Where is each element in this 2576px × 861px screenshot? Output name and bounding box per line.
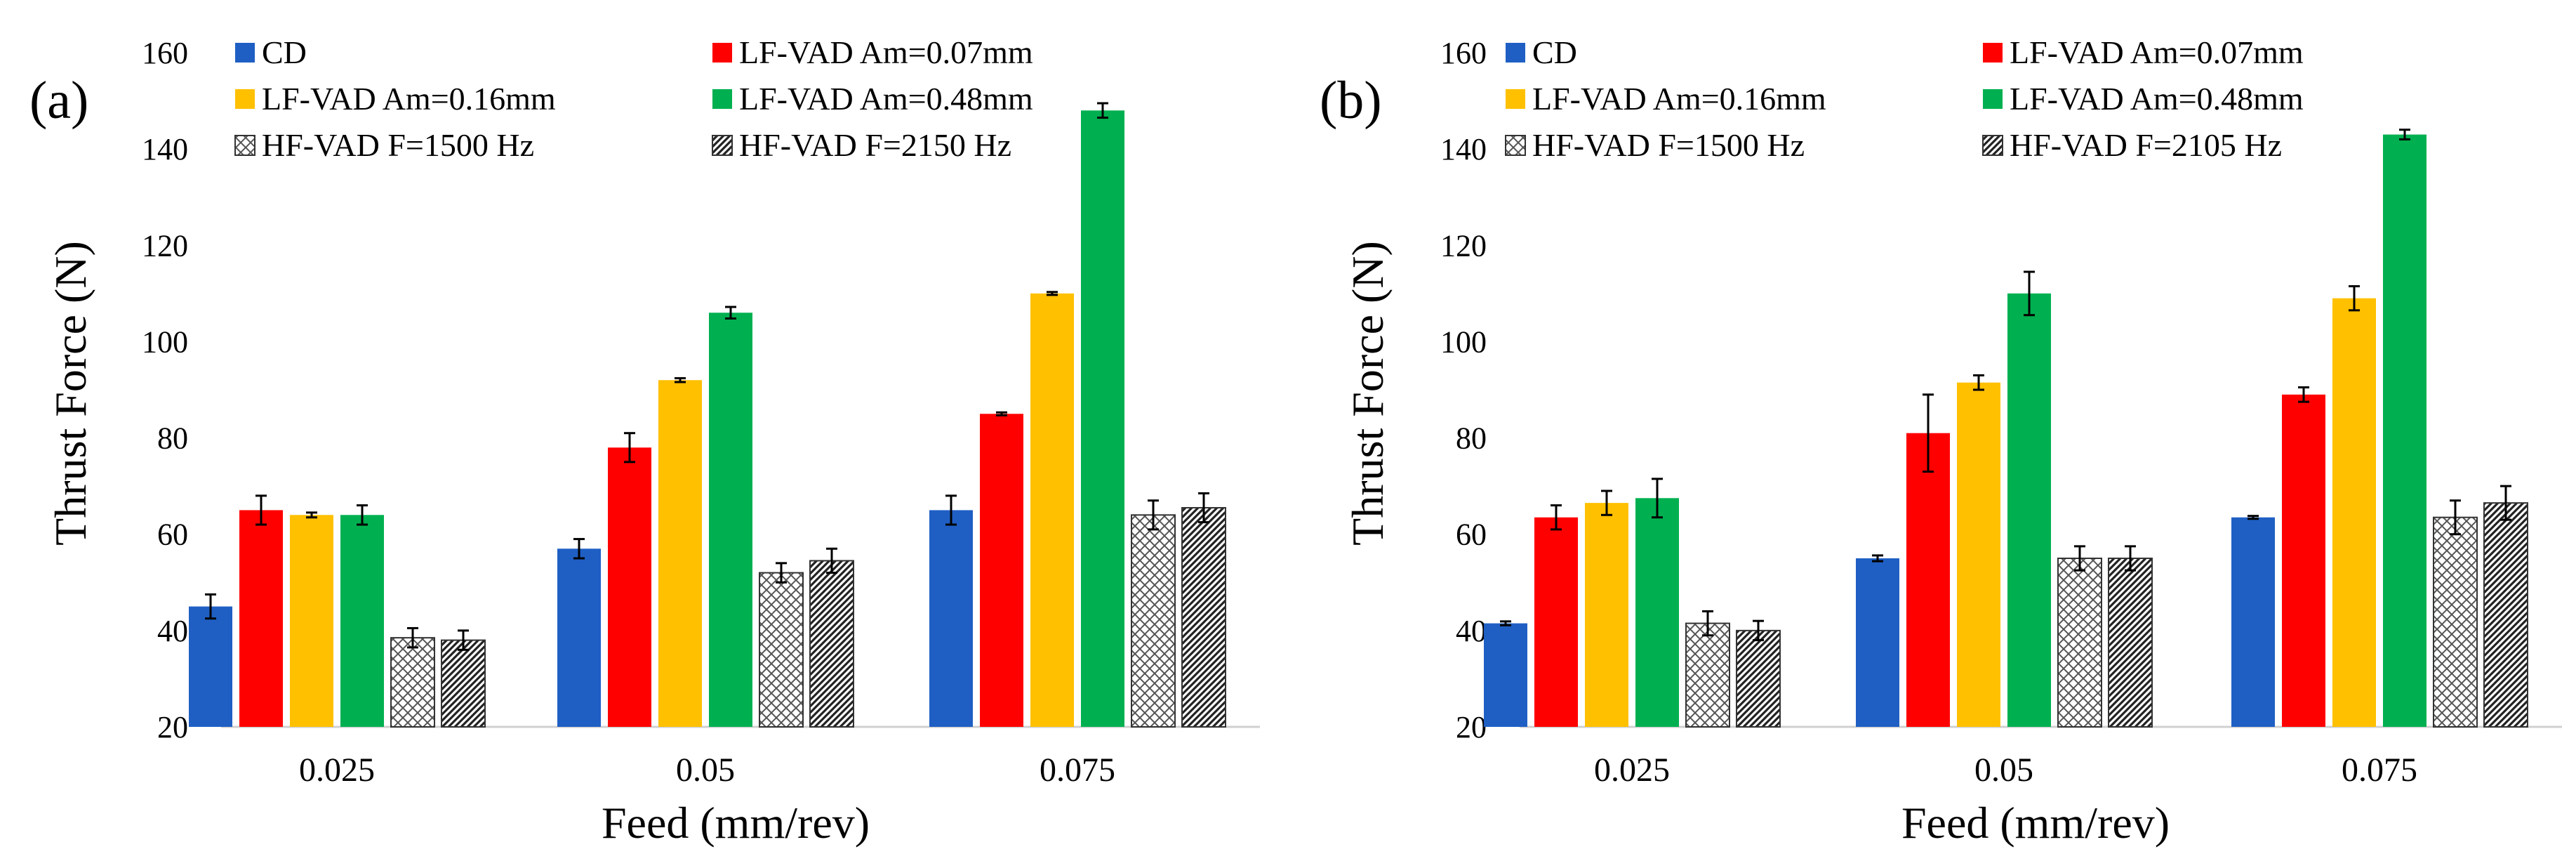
bar <box>239 510 283 727</box>
legend-swatch <box>235 43 255 63</box>
bar <box>608 447 651 727</box>
legend-label: LF-VAD Am=0.16mm <box>1532 81 1826 117</box>
bar <box>759 572 804 728</box>
legend-label: HF-VAD F=2105 Hz <box>2010 127 2282 163</box>
x-axis-title: Feed (mm/rev) <box>1901 798 2170 848</box>
bar <box>809 560 854 728</box>
bar <box>1131 514 1176 728</box>
x-category-label: 0.075 <box>2342 751 2417 789</box>
legend-swatch <box>712 135 733 156</box>
y-tick-label: 60 <box>157 518 188 552</box>
y-tick-label: 100 <box>1440 324 1487 359</box>
bar <box>2383 134 2426 728</box>
y-tick-label: 20 <box>1456 710 1487 744</box>
legend-label: LF-VAD Am=0.48mm <box>2010 81 2304 117</box>
y-tick-label: 160 <box>142 36 188 70</box>
legend-label: LF-VAD Am=0.07mm <box>739 34 1033 70</box>
panel-label: (a) <box>29 71 88 130</box>
bar <box>290 515 333 727</box>
y-tick-label: 100 <box>142 324 188 359</box>
legend-label: HF-VAD F=1500 Hz <box>1532 127 1805 163</box>
legend-swatch <box>1505 135 1526 156</box>
bar <box>658 380 702 727</box>
bar <box>441 639 486 728</box>
bar <box>1685 622 1730 728</box>
legend-swatch <box>712 89 732 109</box>
bar <box>340 515 384 727</box>
legend-swatch <box>712 43 732 63</box>
legend-swatch <box>235 89 255 109</box>
x-category-label: 0.05 <box>1974 751 2033 789</box>
bar <box>1534 517 1578 727</box>
bar <box>2282 394 2325 727</box>
legend-label: HF-VAD F=2150 Hz <box>739 127 1011 163</box>
y-axis-title: Thrust Force (N) <box>46 241 95 546</box>
bar <box>2007 293 2051 727</box>
bar <box>929 510 973 727</box>
legend-label: CD <box>1532 34 1577 70</box>
panel-label: (b) <box>1320 71 1382 130</box>
bar <box>2332 298 2376 727</box>
legend-label: HF-VAD F=1500 Hz <box>262 127 534 163</box>
bar <box>709 313 752 727</box>
y-tick-label: 20 <box>157 710 188 744</box>
legend-label: LF-VAD Am=0.48mm <box>739 81 1033 117</box>
bar <box>1030 293 1074 727</box>
y-tick-label: 40 <box>157 614 188 648</box>
chart-panel-a: (a) Thrust Force (N) Feed (mm/rev) 20 40 60 80… <box>29 34 1260 848</box>
legend-label: LF-VAD Am=0.16mm <box>262 81 556 117</box>
bar <box>557 548 601 727</box>
bar <box>2433 516 2478 728</box>
bar <box>1181 507 1226 728</box>
x-category-label: 0.025 <box>1594 751 1670 789</box>
legend-swatch <box>1506 43 1525 63</box>
bar <box>2108 558 2153 728</box>
legend-swatch <box>1982 135 2003 156</box>
legend-swatch <box>234 135 255 156</box>
y-tick-label: 120 <box>1440 228 1487 263</box>
x-category-label: 0.05 <box>676 751 735 789</box>
y-tick-label: 80 <box>1456 421 1487 456</box>
x-axis-title: Feed (mm/rev) <box>602 798 870 848</box>
legend-swatch <box>1983 89 2003 109</box>
legend-label: LF-VAD Am=0.07mm <box>2010 34 2304 70</box>
x-category-label: 0.025 <box>299 751 375 789</box>
bar <box>2231 517 2275 727</box>
bar <box>1736 629 1781 728</box>
chart-panel-b: (b) Thrust Force (N) Feed (mm/rev) 20 40 60 80… <box>1320 34 2562 848</box>
y-tick-label: 140 <box>1440 132 1487 166</box>
legend-swatch <box>1983 43 2003 63</box>
y-tick-label: 120 <box>142 228 188 263</box>
bar <box>980 414 1023 727</box>
legend-label: CD <box>262 34 307 70</box>
bar <box>1484 623 1527 727</box>
bar <box>2057 558 2102 728</box>
y-tick-label: 160 <box>1440 36 1487 70</box>
y-tick-label: 40 <box>1456 614 1487 648</box>
bar <box>2483 502 2528 728</box>
x-category-label: 0.075 <box>1040 751 1115 789</box>
bar <box>1906 433 1950 727</box>
bar <box>189 606 232 727</box>
y-axis-title: Thrust Force (N) <box>1343 241 1393 546</box>
bar <box>1856 558 1899 727</box>
y-tick-label: 140 <box>142 132 188 166</box>
bar <box>1957 382 2000 727</box>
legend-swatch <box>1506 89 1525 109</box>
bar <box>1081 110 1124 728</box>
bar <box>1635 498 1679 727</box>
bar <box>390 637 435 728</box>
y-tick-label: 60 <box>1456 518 1487 552</box>
y-tick-label: 80 <box>157 421 188 456</box>
bar <box>1585 503 1628 727</box>
